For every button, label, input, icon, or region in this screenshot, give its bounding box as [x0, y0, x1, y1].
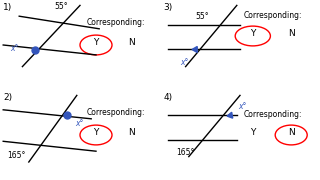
Text: Y: Y [250, 128, 255, 137]
Text: Corresponding:: Corresponding: [243, 11, 302, 20]
Text: N: N [288, 29, 295, 38]
Text: x°: x° [75, 119, 84, 128]
Text: Corresponding:: Corresponding: [86, 108, 145, 117]
Text: 4): 4) [163, 93, 172, 102]
Text: Y: Y [93, 128, 99, 137]
Text: Corresponding:: Corresponding: [86, 18, 145, 27]
Text: N: N [128, 128, 135, 137]
Text: 1): 1) [3, 3, 12, 12]
Text: x°: x° [10, 44, 19, 53]
Text: 55°: 55° [195, 12, 209, 21]
Text: x°: x° [180, 58, 189, 67]
Text: Y: Y [93, 38, 99, 47]
Text: 165°: 165° [7, 151, 25, 160]
Text: N: N [288, 128, 295, 137]
Text: Corresponding:: Corresponding: [243, 110, 302, 119]
Text: 3): 3) [163, 3, 172, 12]
Text: 55°: 55° [54, 2, 68, 11]
Text: 2): 2) [3, 93, 12, 102]
Text: x°: x° [238, 102, 247, 111]
Text: N: N [128, 38, 135, 47]
Text: Y: Y [250, 29, 255, 38]
Text: 165°: 165° [176, 148, 194, 157]
